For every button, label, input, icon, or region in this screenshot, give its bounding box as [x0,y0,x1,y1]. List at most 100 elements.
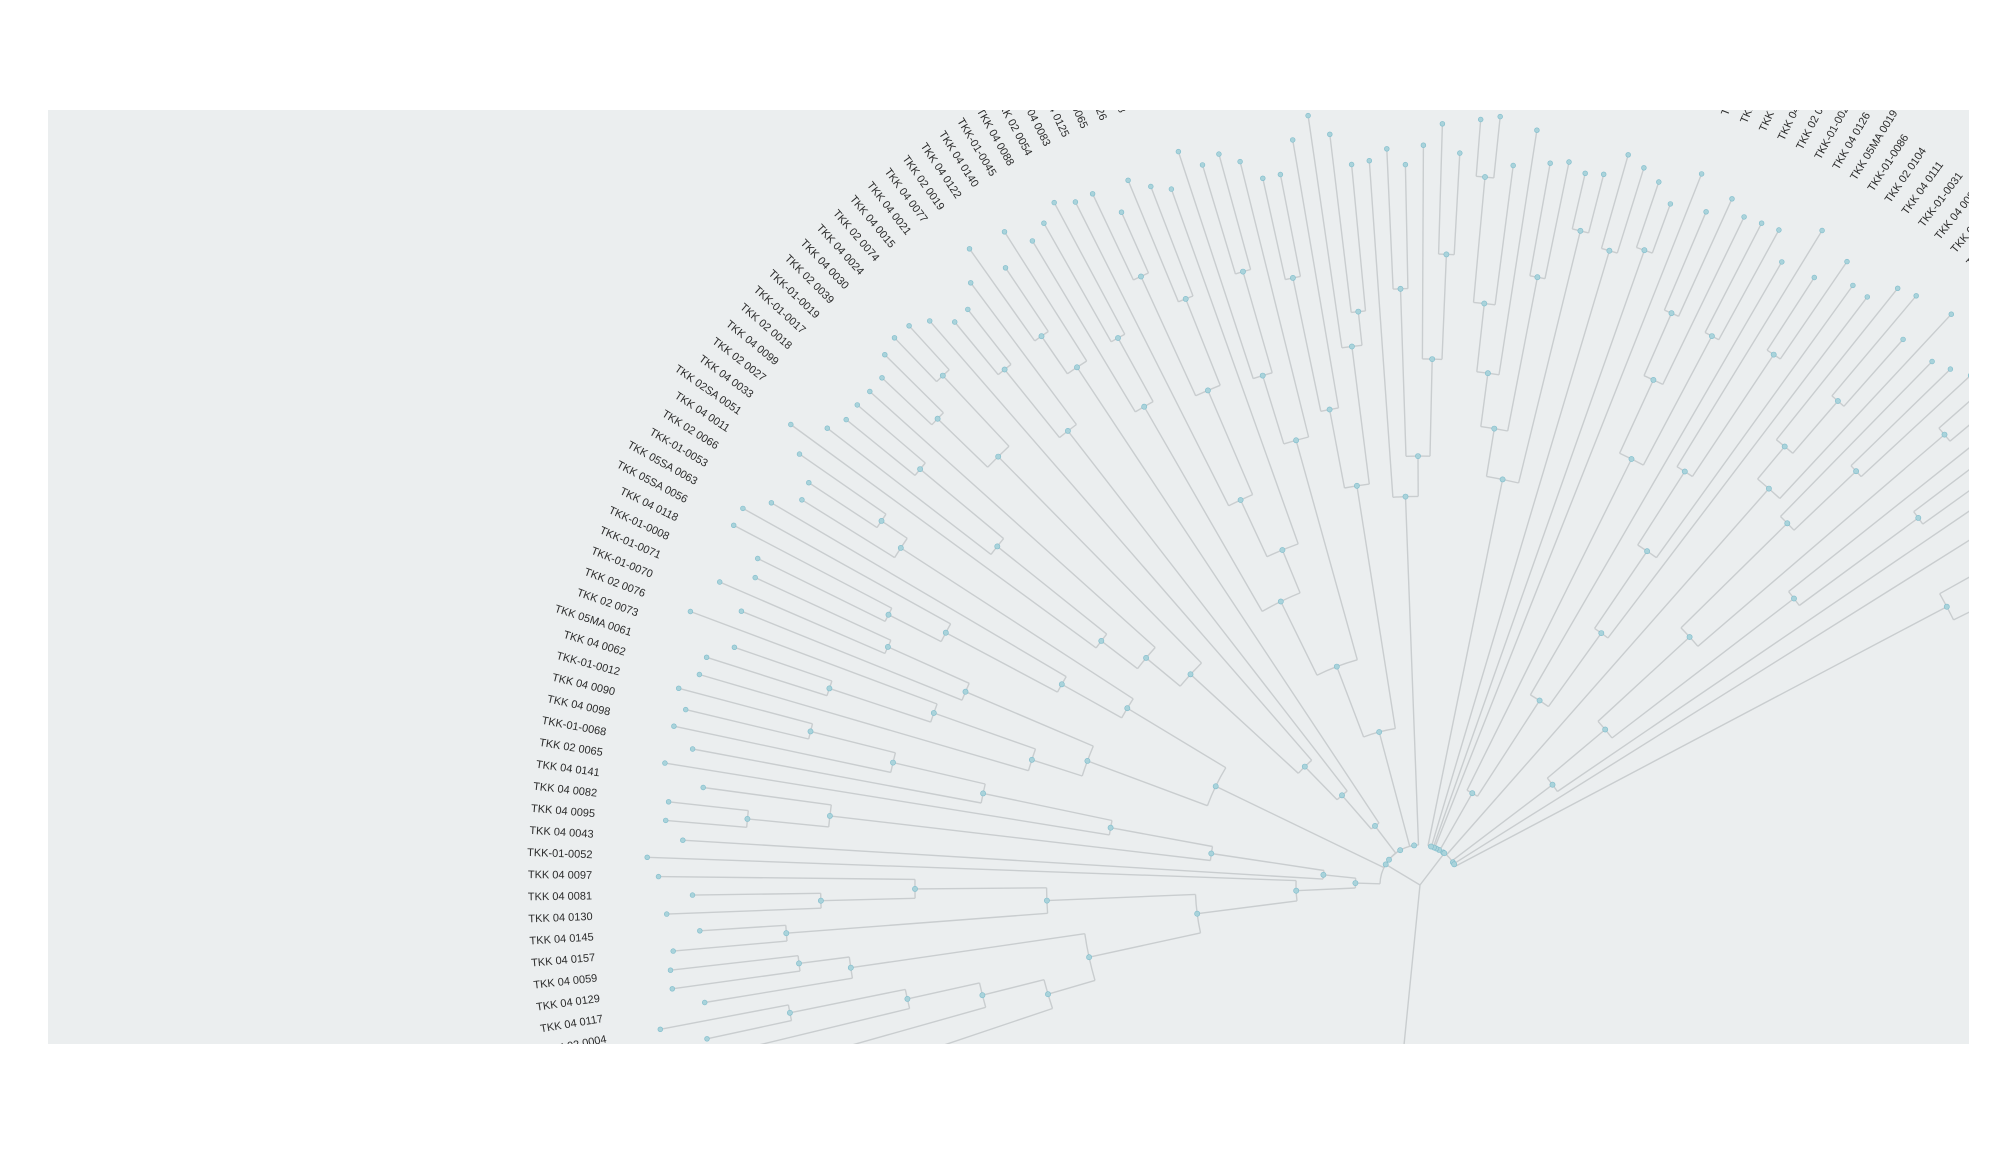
tree-branch-radial [1662,216,1745,385]
tree-branch-radial [759,1007,910,1044]
tree-tip-node [662,760,668,766]
tree-tip-node [1913,293,1919,299]
tree-tip-node [1600,171,1607,178]
tree-branch-radial [747,818,829,828]
tree-branch-radial [1170,188,1299,545]
tree-branch-radial [850,933,1085,969]
tree-internal-node [1943,603,1950,610]
tree-branch-radial [1547,632,1602,708]
tree-tip-node [806,480,812,486]
tree-tip-label: TKK-01-0052 [527,847,593,861]
tree-branch-radial [1279,174,1302,277]
tree-branch-radial [1439,792,1473,851]
tree-tip-node [665,799,672,805]
tree-branch-radial [1843,338,1904,407]
tree-branch-radial [658,875,916,881]
tree-tip-node [740,505,746,512]
tree-branch-radial [1239,499,1268,557]
tree-branch-radial [1655,284,1854,559]
tree-tip-node [1237,158,1243,165]
tree-branch-radial [1766,277,1815,351]
tree-branch-radial [1472,176,1486,303]
tree-tip-node [752,574,758,581]
tree-tip-node [1566,159,1572,165]
tree-branch-radial [786,912,1048,934]
tree-branch-radial [945,632,1058,693]
tree-tip-node [669,986,675,992]
tree-branch-radial [1262,178,1286,280]
tree-internal-node [1326,406,1333,413]
tree-internal-node [917,466,923,472]
tree-internal-node [1469,790,1476,797]
tree-branch-radial [1197,900,1298,915]
tree-branch-radial [742,507,951,625]
tree-branch-radial [1357,311,1363,346]
tree-branch-radial [1427,479,1504,846]
tree-internal-node [1138,273,1144,280]
tree-tip-node [1072,199,1079,205]
tree-internal-node [1290,274,1296,281]
tree-tip-node [824,425,830,431]
tree-internal-node [1279,547,1286,553]
tree-branch-radial [1368,160,1394,498]
tree-branch-radial [1242,271,1273,373]
tree-branch-radial [1404,164,1409,289]
tree-branch-radial [1336,666,1365,738]
tree-tip-label: TKK 04 0130 [528,911,593,925]
tree-internal-node [744,816,751,822]
tree-tip-label: TKK 04 0141 [535,759,600,780]
tree-branch-radial [1831,295,1917,397]
tree-tip-node [1439,121,1446,127]
tree-branch-radial [856,404,926,464]
tree-internal-node [1259,372,1266,379]
tree-tip-node [697,928,703,934]
tree-branch-radial [1351,346,1370,485]
tree-branch-radial [1031,240,1136,413]
tree-tip-node [655,873,662,880]
tree-internal-node [885,644,891,650]
tree-internal-node [1397,285,1404,292]
tree-tip-node [1002,265,1009,271]
tree-branch-radial [664,762,1110,836]
tree-tip-node [675,685,682,691]
tree-tip-node [716,579,723,585]
tree-branch-radial [1040,335,1068,375]
tree-branch-radial [884,354,944,414]
tree-tip-label: TKK 04 0097 [528,869,592,882]
tree-tip-node [796,451,803,457]
tree-internal-node [1534,274,1541,281]
tree-internal-node [979,992,986,999]
tree-internal-node [897,544,904,551]
tree-branch-radial [826,427,992,555]
tree-tip-label: TKK 04 0145 [529,931,594,947]
tree-internal-node [1058,681,1065,688]
tree-internal-node [1352,880,1359,886]
tree-branch-radial [1432,249,1646,848]
tree-tip-node [1776,227,1782,233]
tree-tip-node [1741,214,1747,220]
tree-branch-radial [967,308,1012,365]
tree-internal-node [1485,370,1491,377]
tree-tip-node [1477,116,1484,123]
tree-internal-node [1386,856,1392,863]
tree-branch-radial [908,325,950,371]
tree-tip-node [701,999,708,1006]
tree-branch-radial [799,453,887,515]
tree-internal-node [934,415,941,422]
tree-branch-radial [1616,167,1645,254]
tree-branch-radial [668,801,749,812]
tree-branch-radial [1177,151,1254,379]
tree-tip-node [967,280,974,286]
tree-branch-radial [1544,161,1570,279]
tree-tip-node [1216,151,1222,157]
tree-branch-radial [1239,161,1310,438]
tree-branch-radial [719,581,886,655]
tree-internal-node [1277,598,1284,605]
tree-tip-node [768,500,775,506]
tree-branch-radial [1913,468,1969,513]
tree-branch-radial [965,691,1094,747]
tree-branch-radial [1281,549,1301,594]
tree-internal-node [1115,335,1121,341]
tree-tip-node [1089,191,1096,197]
tree-branch-radial [660,1004,789,1030]
